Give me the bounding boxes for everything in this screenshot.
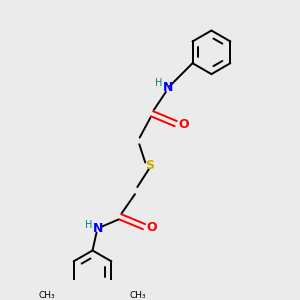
Text: H: H	[85, 220, 92, 230]
Text: H: H	[155, 78, 162, 88]
Text: O: O	[178, 118, 189, 131]
Text: O: O	[147, 221, 157, 234]
Text: S: S	[146, 159, 154, 172]
Text: N: N	[93, 222, 104, 235]
Text: CH₃: CH₃	[130, 291, 146, 300]
Text: CH₃: CH₃	[39, 291, 56, 300]
Text: N: N	[163, 81, 173, 94]
